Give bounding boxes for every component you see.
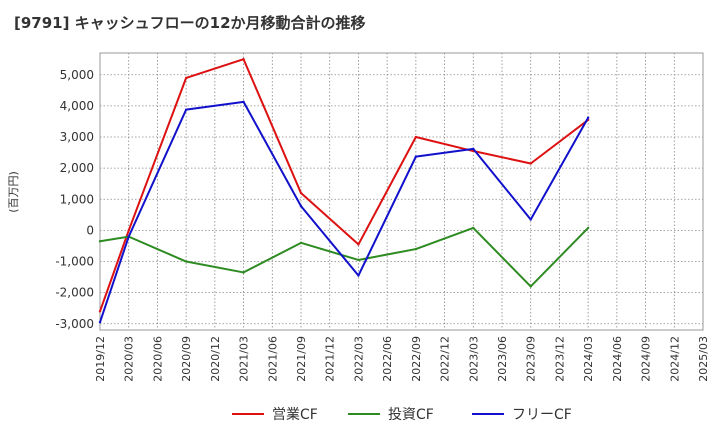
data-point (299, 241, 303, 245)
x-tick-label: 2020/12 (209, 336, 222, 382)
data-point (414, 155, 418, 158)
x-tick-label: 2021/06 (266, 336, 279, 382)
legend: 営業CF 投資CF フリーCF (232, 407, 572, 423)
data-point (184, 260, 188, 263)
x-tick-label: 2024/03 (582, 336, 595, 382)
series-line-1 (99, 226, 589, 288)
data-point (357, 243, 360, 246)
data-point (98, 240, 102, 243)
data-point (472, 226, 475, 230)
series-line-0 (99, 58, 589, 312)
y-tick-label: -3,000 (55, 317, 94, 331)
data-point (472, 147, 475, 151)
x-tick-label: 2023/12 (553, 336, 566, 382)
data-point (414, 135, 418, 139)
data-point (414, 247, 418, 251)
data-point (299, 204, 303, 208)
data-point (529, 162, 532, 165)
data-point (586, 116, 590, 119)
data-point (98, 310, 102, 313)
data-point (586, 226, 590, 230)
data-point (127, 235, 130, 238)
x-tick-label: 2020/03 (123, 336, 136, 382)
x-tick-label: 2024/09 (640, 336, 653, 382)
y-tick-label: -2,000 (55, 286, 94, 300)
data-point (242, 100, 245, 104)
plot-area (99, 52, 704, 331)
grid (100, 53, 703, 330)
series-line-2 (99, 100, 590, 323)
data-point (299, 191, 303, 195)
x-tick-label: 2024/06 (611, 336, 624, 382)
x-tick-label: 2019/12 (94, 336, 107, 382)
x-tick-label: 2021/03 (238, 336, 251, 382)
x-axis-ticks: 2019/12 2020/03 2020/06 2020/09 2020/12 2021/… (94, 336, 710, 382)
data-point (529, 285, 532, 288)
legend-label: フリーCF (512, 407, 572, 423)
data-point (127, 229, 130, 232)
series-lines (98, 58, 590, 324)
y-tick-label: -1,000 (55, 255, 94, 269)
x-tick-label: 2020/06 (151, 336, 164, 382)
data-point (529, 218, 532, 221)
x-tick-label: 2021/09 (295, 336, 308, 382)
data-point (184, 108, 188, 111)
legend-label: 投資CF (388, 407, 434, 423)
x-tick-label: 2020/09 (180, 336, 193, 382)
legend-label: 営業CF (272, 407, 318, 423)
x-tick-label: 2022/06 (381, 336, 394, 382)
x-tick-label: 2025/03 (697, 336, 710, 382)
x-tick-label: 2022/03 (352, 336, 365, 382)
y-tick-label: 0 (86, 223, 94, 237)
data-point (242, 271, 245, 274)
x-tick-label: 2022/09 (410, 336, 423, 382)
data-point (242, 58, 245, 61)
x-tick-label: 2023/03 (467, 336, 480, 382)
y-axis-label: (百万円) (7, 171, 20, 213)
data-point (357, 258, 360, 262)
y-tick-label: 2,000 (60, 161, 94, 175)
y-tick-label: 3,000 (60, 130, 94, 144)
data-point (98, 321, 102, 324)
x-tick-label: 2023/06 (496, 336, 509, 382)
x-tick-label: 2021/12 (324, 336, 337, 382)
data-point (184, 76, 188, 80)
x-tick-label: 2024/12 (668, 336, 681, 382)
data-point (357, 274, 360, 277)
x-tick-label: 2023/09 (525, 336, 538, 382)
y-tick-label: 5,000 (60, 68, 94, 82)
y-axis-ticks: -3,000 -2,000 -1,000 0 1,000 2,000 3,000 4,000 5… (55, 68, 94, 331)
x-tick-label: 2022/12 (439, 336, 452, 382)
chart-title: [9791] キャッシュフローの12か月移動合計の推移 (14, 14, 366, 32)
y-tick-label: 4,000 (60, 99, 94, 113)
y-tick-label: 1,000 (60, 192, 94, 206)
